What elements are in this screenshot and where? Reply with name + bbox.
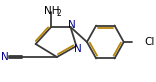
Text: Cl: Cl — [144, 37, 154, 47]
Text: NH: NH — [44, 6, 60, 16]
Text: N: N — [1, 52, 9, 62]
Text: N: N — [74, 44, 82, 54]
Text: N: N — [68, 20, 75, 30]
Text: 2: 2 — [56, 9, 61, 18]
